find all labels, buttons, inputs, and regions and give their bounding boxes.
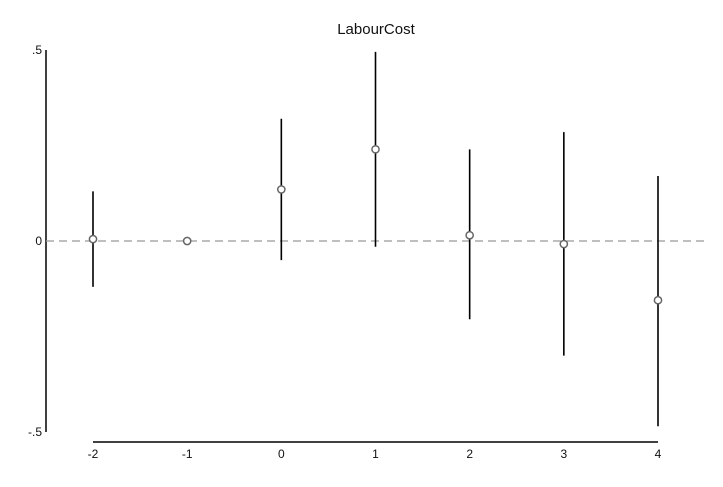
data-point [88, 234, 98, 244]
y-tick-label: .5 [32, 43, 42, 57]
data-point [465, 230, 475, 240]
data-point [559, 239, 569, 249]
data-point [653, 295, 663, 305]
data-point [371, 144, 380, 154]
tick-labels: .5 0 -.5 -2 -1 0 1 2 3 4 [28, 43, 662, 461]
x-tick-label: 0 [278, 447, 285, 461]
data-point [276, 185, 286, 194]
y-tick-label: -.5 [28, 425, 42, 439]
x-tick-label: -1 [182, 447, 193, 461]
x-tick-label: 1 [372, 447, 379, 461]
x-tick-label: 4 [655, 447, 662, 461]
error-bars [92, 51, 659, 427]
y-tick-label: 0 [35, 234, 42, 248]
x-tick-label: 3 [560, 447, 567, 461]
data-points [88, 144, 663, 305]
chart-title: LabourCost [337, 21, 415, 38]
data-point [182, 236, 192, 246]
x-tick-label: 2 [466, 447, 473, 461]
x-tick-label: -2 [88, 447, 99, 461]
